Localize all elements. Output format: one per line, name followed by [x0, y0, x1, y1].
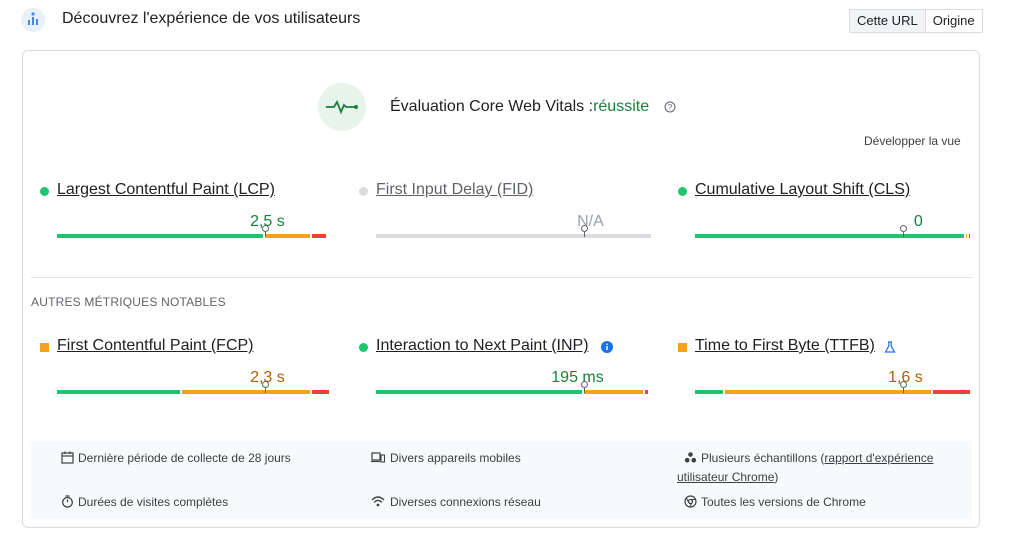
poor-segment [311, 390, 330, 394]
info-icon[interactable] [601, 340, 613, 358]
p75-marker-line [902, 388, 904, 393]
p75-marker [261, 225, 269, 232]
divider [31, 277, 972, 278]
results-card [22, 50, 980, 528]
devices-icon [371, 451, 386, 464]
cwv-assessment-result: réussite [593, 98, 650, 115]
p75-marker [899, 225, 907, 232]
p75-marker-line [264, 388, 266, 393]
help-icon[interactable]: ? [664, 100, 676, 113]
good-segment [57, 390, 180, 394]
visit-durations-text: Durées de visites complètes [78, 495, 229, 509]
needs-improvement-segment [181, 390, 310, 394]
needs-improvement-segment [725, 390, 932, 394]
calendar-icon [61, 451, 74, 464]
origin-tab[interactable]: Origine [932, 13, 975, 28]
svg-text:?: ? [668, 103, 673, 112]
metric-status-indicator [40, 187, 49, 196]
expand-view-link[interactable]: Développer la vue [864, 134, 961, 148]
metric-value: 0 [913, 213, 923, 230]
p75-marker-line [583, 232, 585, 237]
poor-segment [933, 390, 970, 394]
metric-value: 1,6 s [888, 369, 923, 386]
metric-status-indicator [678, 187, 687, 196]
needs-improvement-segment [264, 234, 310, 238]
metric-name-link[interactable]: Interaction to Next Paint (INP) [376, 337, 589, 354]
wifi-icon [371, 495, 385, 508]
p75-marker [580, 225, 588, 232]
devices-text: Divers appareils mobiles [390, 451, 521, 465]
cwv-assessment: Évaluation Core Web Vitals :réussite [390, 98, 649, 116]
crux-app-icon [21, 8, 45, 32]
pulse-icon [318, 83, 366, 131]
chrome-icon [684, 495, 697, 508]
distribution-bar [376, 390, 653, 394]
poor-segment [969, 234, 970, 238]
timer-icon [61, 495, 74, 508]
samples-suffix: ) [774, 470, 779, 484]
this-url-tab[interactable]: Cette URL [850, 10, 926, 32]
distribution-bar [57, 234, 334, 238]
metric-name-link[interactable]: First Contentful Paint (FCP) [57, 337, 254, 354]
metric-status-indicator [678, 343, 687, 352]
metric-value: N/A [577, 213, 604, 230]
good-segment [376, 390, 582, 394]
metric-name-link[interactable]: Time to First Byte (TTFB) [695, 337, 875, 354]
needs-improvement-segment [966, 234, 968, 238]
samples-icon [684, 451, 697, 464]
good-segment [57, 234, 263, 238]
distribution-bar [57, 390, 334, 394]
poor-segment [311, 234, 327, 238]
p75-marker [899, 381, 907, 388]
crux-report-link-line2[interactable]: utilisateur Chrome [677, 470, 775, 484]
chrome-versions-text: Toutes les versions de Chrome [701, 495, 866, 509]
section-title: Découvrez l'expérience de vos utilisateu… [62, 10, 361, 27]
p75-marker [261, 381, 269, 388]
metric-value: 2,3 s [250, 369, 285, 386]
good-segment [695, 234, 965, 238]
p75-marker [580, 381, 588, 388]
collection-period-text: Dernière période de collecte de 28 jours [78, 451, 291, 465]
other-metrics-title: AUTRES MÉTRIQUES NOTABLES [31, 295, 226, 309]
crux-report-link[interactable]: rapport d'expérience [824, 451, 934, 465]
p75-marker-line [583, 388, 585, 393]
samples-prefix: Plusieurs échantillons ( [701, 451, 825, 465]
p75-marker-line [264, 232, 266, 237]
url-origin-toggle[interactable]: Cette URL Origine [849, 9, 983, 33]
connections-text: Diverses connexions réseau [390, 495, 541, 509]
poor-segment [644, 390, 649, 394]
metric-name-link[interactable]: Largest Contentful Paint (LCP) [57, 181, 275, 198]
distribution-bar [695, 390, 972, 394]
metric-status-indicator [359, 343, 368, 352]
metric-value: 2,5 s [250, 213, 285, 230]
experimental-flask-icon[interactable] [884, 340, 896, 358]
metric-status-indicator [359, 187, 368, 196]
cwv-assessment-label: Évaluation Core Web Vitals : [390, 98, 594, 115]
samples-text: Plusieurs échantillons (rapport d'expéri… [701, 451, 933, 465]
distribution-bar [695, 234, 972, 238]
metric-value: 195 ms [551, 369, 604, 386]
no-data-segment [376, 234, 651, 238]
metric-status-indicator [40, 343, 49, 352]
samples-text-line2: utilisateur Chrome) [677, 470, 778, 484]
distribution-bar [376, 234, 653, 238]
p75-marker-line [902, 232, 904, 237]
metric-name-link[interactable]: Cumulative Layout Shift (CLS) [695, 181, 911, 198]
collection-info-panel [31, 441, 972, 519]
needs-improvement-segment [583, 390, 643, 394]
metric-name-link[interactable]: First Input Delay (FID) [376, 181, 534, 198]
good-segment [695, 390, 724, 394]
